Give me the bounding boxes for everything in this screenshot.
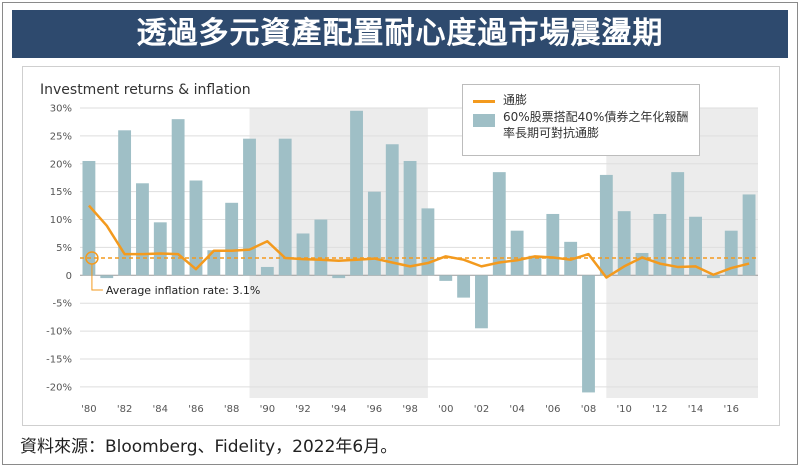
bar-1997 xyxy=(385,144,399,276)
bar-2000 xyxy=(439,275,453,281)
bar-2014 xyxy=(689,216,702,276)
y-tick-label: 10% xyxy=(50,215,72,226)
bar-2012 xyxy=(653,213,667,276)
bar-1995 xyxy=(350,110,363,276)
bar-2010 xyxy=(617,211,631,276)
x-tick-label: '88 xyxy=(224,404,239,415)
x-tick-label: '82 xyxy=(117,404,132,415)
shaded-period-0 xyxy=(249,108,428,398)
bar-1991 xyxy=(278,138,292,276)
legend-label-portfolio: 60%股票搭配40%債券之年化報酬率長期可對抗通膨 xyxy=(503,110,689,140)
bar-1998 xyxy=(403,160,417,276)
bar-1980 xyxy=(82,160,96,276)
bar-2001 xyxy=(457,275,471,298)
bar-1988 xyxy=(225,202,239,276)
bar-2009 xyxy=(599,174,613,276)
bar-2005 xyxy=(528,255,542,276)
bar-2017 xyxy=(742,194,756,276)
bar-1982 xyxy=(118,130,132,276)
chart-legend: 通膨 60%股票搭配40%債券之年化報酬率長期可對抗通膨 xyxy=(462,84,700,156)
x-tick-label: '02 xyxy=(474,404,489,415)
bar-1986 xyxy=(189,180,203,276)
bar-2015 xyxy=(706,275,720,279)
y-tick-label: -5% xyxy=(53,299,72,310)
y-tick-label: 15% xyxy=(50,187,72,198)
bar-1996 xyxy=(367,191,381,276)
y-tick-label: 20% xyxy=(50,159,72,170)
y-tick-label: -15% xyxy=(46,354,72,365)
bar-1999 xyxy=(421,208,435,276)
x-tick-label: '08 xyxy=(581,404,596,415)
y-tick-label: 25% xyxy=(50,131,72,142)
legend-label-inflation: 通膨 xyxy=(503,93,528,107)
bar-2008 xyxy=(582,275,595,393)
y-tick-label: 30% xyxy=(50,104,72,115)
bar-2004 xyxy=(510,230,524,276)
x-tick-label: '96 xyxy=(367,404,382,415)
bar-2013 xyxy=(671,172,685,276)
chart-title: Investment returns & inflation xyxy=(40,82,251,98)
bar-1981 xyxy=(100,275,114,279)
y-tick-label: 5% xyxy=(56,243,72,254)
x-tick-label: '00 xyxy=(438,404,453,415)
bar-1987 xyxy=(207,250,221,276)
source-note: 資料來源：Bloomberg、Fidelity，2022年6月。 xyxy=(20,437,398,457)
x-tick-label: '10 xyxy=(616,404,631,415)
x-tick-label: '16 xyxy=(723,404,738,415)
inflation-line xyxy=(87,204,750,279)
x-tick-label: '80 xyxy=(81,404,96,415)
y-tick-label: -20% xyxy=(46,382,72,393)
x-tick-label: '04 xyxy=(509,404,524,415)
x-tick-label: '84 xyxy=(153,404,168,415)
bar-2006 xyxy=(546,213,560,276)
bar-1984 xyxy=(153,222,167,276)
x-tick-label: '06 xyxy=(545,404,560,415)
bar-2002 xyxy=(475,275,488,329)
bar-1990 xyxy=(260,266,274,276)
legend-swatch-portfolio xyxy=(473,114,495,127)
x-tick-label: '14 xyxy=(688,404,703,415)
legend-swatch-inflation xyxy=(473,100,495,103)
bar-1983 xyxy=(136,183,149,276)
x-tick-label: '92 xyxy=(295,404,310,415)
bar-1989 xyxy=(243,138,256,276)
average-inflation-callout xyxy=(91,264,103,291)
x-tick-label: '90 xyxy=(260,404,275,415)
bar-1992 xyxy=(296,233,310,276)
bar-1994 xyxy=(332,275,346,279)
x-tick-label: '94 xyxy=(331,404,346,415)
x-tick-label: '86 xyxy=(188,404,203,415)
x-tick-label: '98 xyxy=(402,404,417,415)
average-inflation-label: Average inflation rate: 3.1% xyxy=(106,284,260,297)
page-title: 透過多元資產配置耐心度過市場震盪期 xyxy=(12,10,788,58)
x-tick-label: '12 xyxy=(652,404,667,415)
bar-2003 xyxy=(492,172,506,276)
bar-2016 xyxy=(724,230,738,276)
bar-1993 xyxy=(314,219,328,276)
y-tick-label: -10% xyxy=(46,327,72,338)
y-tick-label: 0 xyxy=(66,271,72,282)
bar-1985 xyxy=(171,119,185,276)
